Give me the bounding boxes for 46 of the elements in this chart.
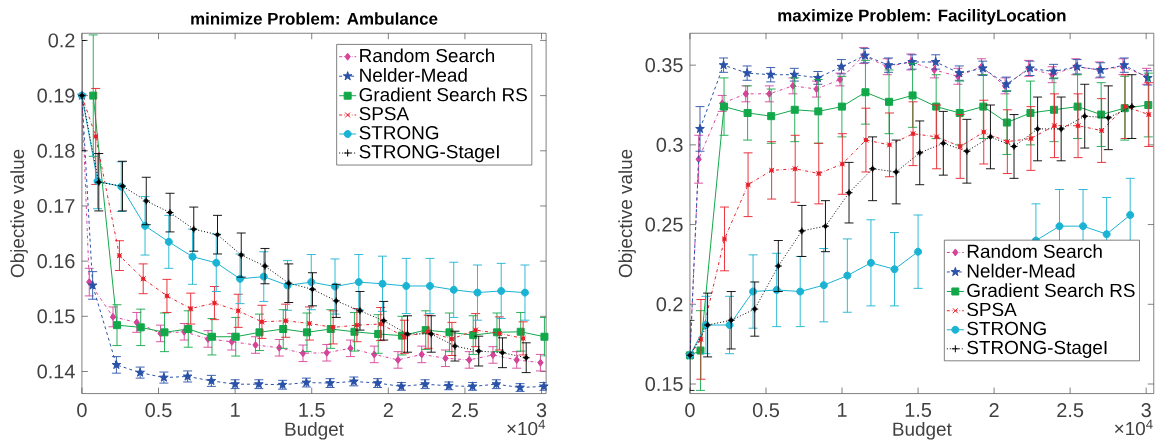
legend-label: SPSA — [967, 302, 1017, 317]
x-tick-label: 0 — [685, 403, 695, 418]
y-tick-label: 0.15 — [645, 377, 683, 392]
legend-label: Random Search — [360, 48, 495, 63]
y-tick-label: 0.15 — [37, 309, 75, 324]
x-tick-label: 0 — [77, 403, 87, 418]
x-tick-label: 1 — [838, 403, 847, 417]
y-tick-label: 0.18 — [37, 143, 75, 159]
y-tick-label: 0.17 — [37, 199, 75, 214]
text: ×10$^{4}$ — [1114, 419, 1153, 436]
x-tick-label: 3 — [1141, 403, 1151, 418]
x-tick-label: 0.5 — [145, 403, 172, 418]
legend-label: Gradient Search RS — [359, 87, 527, 102]
text: ×10$^{4}$ — [507, 419, 546, 436]
x-tick-label: 1.5 — [905, 403, 932, 418]
legend-label: STRONG-StageI — [967, 341, 1107, 359]
y-tick-label: 0.19 — [37, 88, 75, 103]
y-tick-label: 0.25 — [645, 217, 683, 232]
x-tick-label: 2.5 — [1057, 403, 1084, 418]
chart-title: minimize Problem: Ambulance — [191, 12, 438, 26]
x-axis-title: Budget — [285, 422, 344, 440]
x-tick-label: 1 — [231, 403, 240, 417]
chart-title: maximize Problem: FacilityLocation — [778, 9, 1066, 26]
legend-label: Nelder-Mead — [967, 263, 1075, 278]
x-tick-label: 2.5 — [452, 403, 478, 418]
x-tick-label: 3 — [536, 403, 547, 418]
x-tick-label: 1.5 — [299, 403, 325, 418]
legend-label: STRONG — [359, 126, 439, 140]
y-tick-label: 0.16 — [37, 254, 75, 269]
y-tick-label: 0.35 — [645, 58, 683, 73]
y-axis-title: Objective value — [618, 149, 636, 278]
y-tick-label: 0.2 — [656, 297, 683, 312]
legend-label: Nelder-Mead — [360, 68, 467, 83]
x-axis-title: Budget — [893, 422, 952, 440]
y-tick-label: 0.14 — [37, 364, 75, 379]
legend-label: Random Search — [967, 244, 1102, 259]
y-axis-title: Objective value — [10, 149, 28, 278]
legend-label: STRONG — [967, 321, 1046, 336]
y-tick-label: 0.3 — [656, 138, 683, 153]
legend-label: STRONG-StageI — [359, 145, 499, 163]
x-tick-label: 2 — [989, 403, 999, 418]
y-tick-label: 0.2 — [48, 33, 75, 48]
x-tick-label: 0.5 — [752, 403, 780, 418]
x-tick-label: 2 — [383, 403, 393, 418]
legend-label: SPSA — [359, 107, 410, 121]
legend-label: Gradient Search RS — [967, 283, 1135, 298]
